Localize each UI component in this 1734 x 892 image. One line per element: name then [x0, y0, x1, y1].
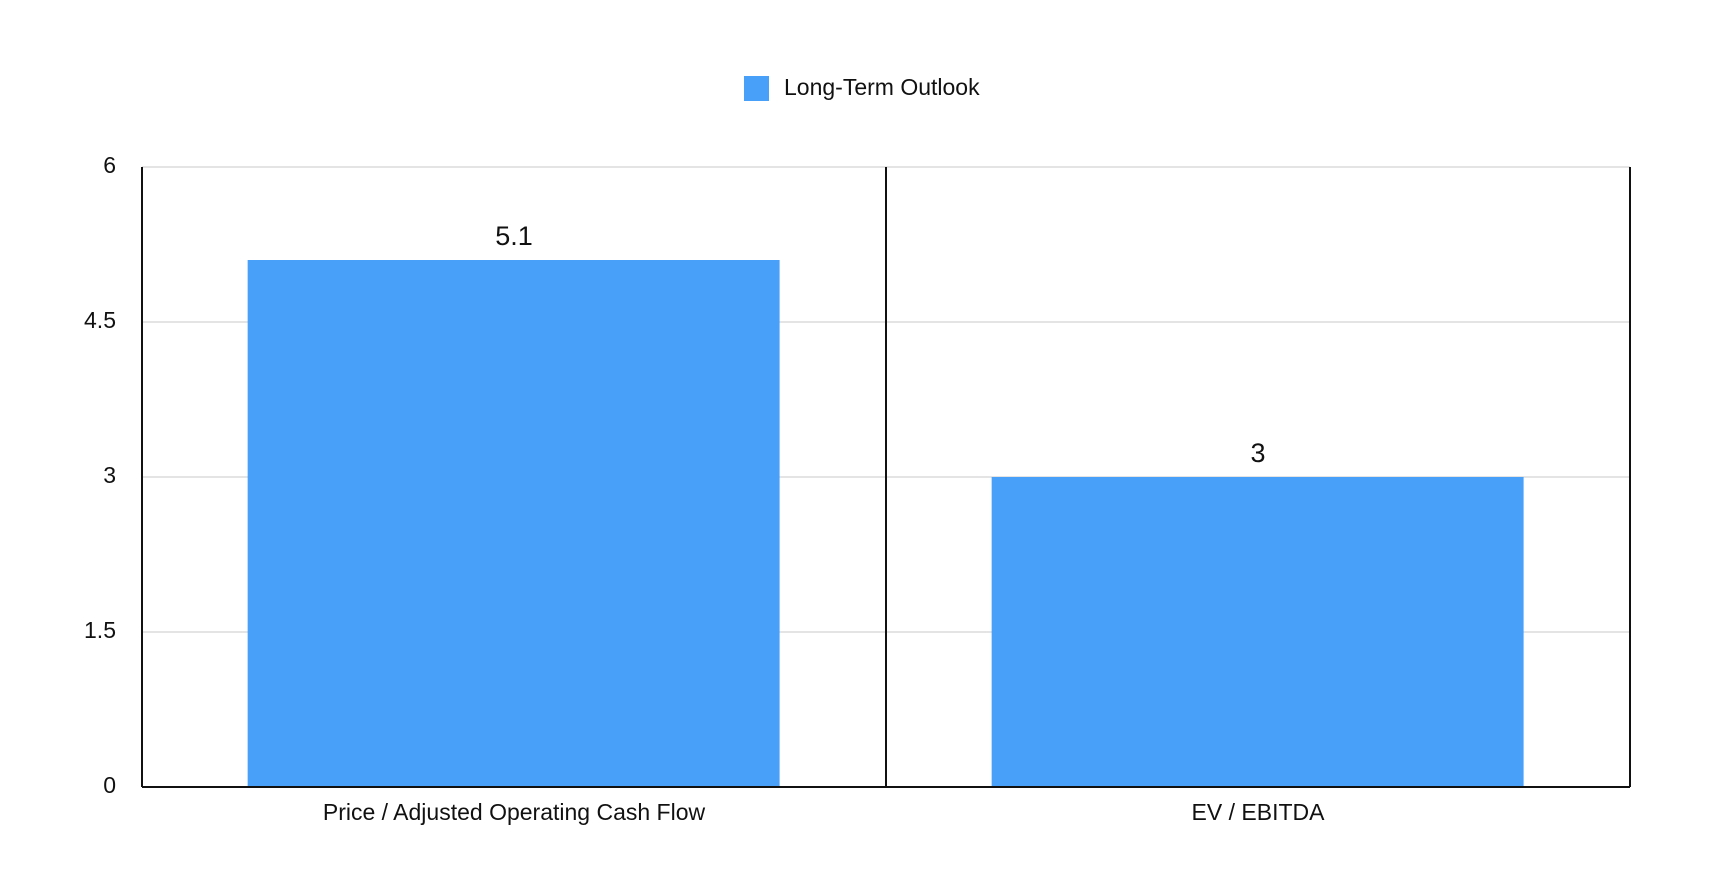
- bar: [991, 477, 1524, 787]
- y-tick-label: 3: [103, 462, 116, 488]
- legend-label: Long-Term Outlook: [784, 74, 980, 100]
- x-tick-label: EV / EBITDA: [1192, 799, 1326, 825]
- data-label: 5.1: [495, 221, 533, 251]
- legend-swatch: [744, 76, 769, 101]
- data-label: 3: [1250, 438, 1265, 468]
- y-tick-label: 4.5: [84, 307, 116, 333]
- y-tick-label: 6: [103, 152, 116, 178]
- bar: [247, 260, 780, 787]
- x-tick-label: Price / Adjusted Operating Cash Flow: [323, 799, 706, 825]
- y-tick-label: 1.5: [84, 617, 116, 643]
- y-tick-label: 0: [103, 772, 116, 798]
